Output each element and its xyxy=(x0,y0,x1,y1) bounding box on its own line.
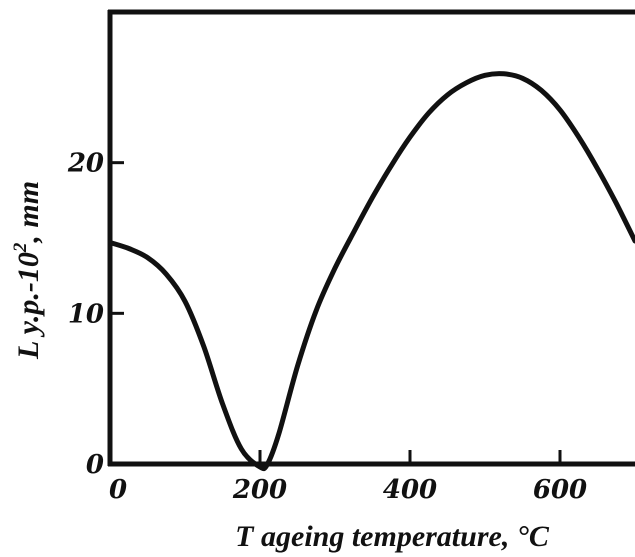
y-axis-title-prefix: L y.p.-10 xyxy=(12,252,45,360)
x-tick-label: 600 xyxy=(533,475,587,505)
y-tick-label: 20 xyxy=(67,149,104,179)
y-axis-title: L y.p.-102, mm xyxy=(10,181,45,360)
axis-ticks xyxy=(110,161,562,464)
tick-labels: 0 200 400 600 0 10 20 xyxy=(67,149,587,505)
series-line xyxy=(107,71,635,472)
y-axis-title-suffix: , mm xyxy=(12,181,45,244)
plot-frame xyxy=(107,9,635,467)
x-axis-title: T ageing temperature, °C xyxy=(235,520,550,553)
y-axis-title-superscript: 2 xyxy=(10,242,31,253)
x-tick-label: 400 xyxy=(383,475,437,505)
x-tick-label: 0 xyxy=(109,475,127,505)
y-tick-label: 10 xyxy=(68,299,104,329)
y-tick-label: 0 xyxy=(86,450,104,480)
x-tick-label: 200 xyxy=(232,475,287,505)
